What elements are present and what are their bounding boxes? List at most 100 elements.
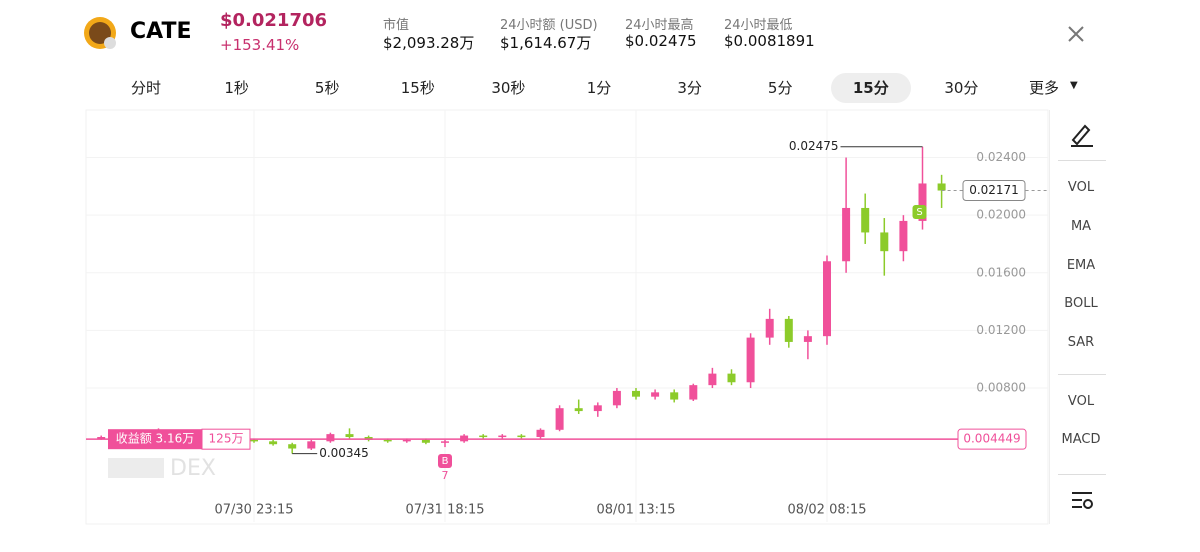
- tab[interactable]: 15分: [830, 73, 911, 103]
- indicator[interactable]: SAR: [1067, 335, 1095, 350]
- tab[interactable]: 1秒: [224, 79, 249, 97]
- candle-body: [307, 441, 316, 449]
- candle-body: [421, 439, 430, 443]
- candle-body: [479, 435, 488, 438]
- candle-body: [670, 392, 679, 400]
- candle-body: [517, 435, 526, 438]
- tab[interactable]: 30分: [944, 79, 979, 97]
- pnl-box: [108, 429, 202, 450]
- stat-value: $2,093.28万: [383, 34, 475, 52]
- close-button[interactable]: [1064, 22, 1088, 46]
- settings[interactable]: [1068, 488, 1096, 512]
- tab[interactable]: 15秒: [400, 79, 435, 97]
- high-label: 0.02475: [789, 139, 839, 153]
- x-tick-label: 08/01 13:15: [596, 503, 675, 518]
- separator: [1058, 160, 1106, 161]
- candle-body: [918, 183, 927, 221]
- x-tick-label: 07/31 18:15: [405, 503, 484, 518]
- entry-price-label: 0.004449: [963, 432, 1020, 446]
- candle-body: [823, 261, 831, 337]
- candle-body: [746, 337, 755, 383]
- candle-body: [727, 373, 736, 383]
- candle-body: [269, 441, 278, 445]
- candle-body: [345, 434, 354, 438]
- buy-marker-box: [438, 454, 452, 468]
- tab[interactable]: 更多: [1028, 79, 1059, 97]
- tab[interactable]: 5分: [767, 79, 793, 97]
- indicator[interactable]: EMA: [1066, 258, 1096, 273]
- candle-body: [689, 385, 698, 400]
- tab[interactable]: 5秒: [314, 79, 340, 97]
- candle-body: [651, 392, 660, 397]
- price: $0.021706: [220, 10, 328, 31]
- candle-body: [574, 408, 583, 412]
- pnl-label: 收益额 3.16万: [116, 432, 195, 446]
- stat-label: 24小时最高: [625, 18, 694, 33]
- candle-body: [593, 405, 602, 412]
- x-tick-label: 08/02 08:15: [787, 503, 866, 518]
- plot-frame: [85, 109, 1049, 525]
- stat-label: 24小时额 (USD): [500, 18, 598, 33]
- candle-body: [803, 336, 812, 342]
- y-tick-label: 0.02400: [976, 150, 1026, 164]
- indicator[interactable]: BOLL: [1064, 296, 1098, 311]
- candle-body: [441, 441, 449, 443]
- divider: [1049, 110, 1050, 524]
- tab[interactable]: 3分: [677, 79, 702, 97]
- buy-marker: B: [442, 456, 449, 467]
- candle-body: [861, 207, 870, 233]
- indicator[interactable]: VOL: [1067, 180, 1095, 195]
- last-price-box: [962, 180, 1026, 202]
- buy-count: 7: [442, 469, 449, 482]
- stat-value: $0.02475: [625, 32, 697, 50]
- candle-body: [536, 429, 545, 438]
- separator: [1058, 374, 1106, 375]
- candle-body: [383, 439, 392, 442]
- sell-marker-box: [912, 205, 927, 219]
- y-tick-label: 0.00800: [976, 381, 1026, 395]
- candle-body: [899, 220, 908, 252]
- separator: [1058, 474, 1106, 475]
- candle-body: [632, 390, 640, 397]
- candle-body: [498, 435, 507, 438]
- x-tick-label: 07/30 23:15: [214, 503, 293, 518]
- candle-body: [326, 434, 335, 442]
- draw-tool[interactable]: [1068, 120, 1096, 148]
- candle-body: [288, 444, 297, 449]
- token-icon: [84, 17, 116, 49]
- y-tick-label: 0.02000: [976, 208, 1026, 222]
- candle-body: [612, 390, 621, 406]
- tab[interactable]: 1分: [586, 79, 612, 97]
- indicator[interactable]: MACD: [1061, 432, 1101, 447]
- tab[interactable]: 30秒: [491, 79, 526, 97]
- size-box: [201, 428, 251, 450]
- dropdown-arrow: ▼: [1070, 80, 1078, 91]
- low-label: 0.00345: [319, 446, 369, 460]
- candle-body: [555, 408, 564, 430]
- candle-body: [842, 207, 851, 262]
- candle-body: [937, 183, 946, 191]
- candle-body: [250, 439, 258, 442]
- size-label: 125万: [209, 432, 244, 446]
- symbol: CATE: [130, 19, 192, 44]
- logo: [108, 458, 164, 478]
- indicator[interactable]: MA: [1070, 219, 1092, 234]
- stat-value: $0.0081891: [724, 32, 815, 50]
- last-price-label: 0.02171: [969, 183, 1019, 197]
- entry-price-box: [957, 428, 1027, 450]
- candle-body: [97, 437, 106, 439]
- candle-body: [708, 373, 717, 386]
- tab[interactable]: 分时: [130, 79, 161, 97]
- y-tick-label: 0.01200: [976, 323, 1026, 337]
- indicator[interactable]: VOL: [1067, 394, 1095, 409]
- candle-body: [402, 439, 411, 442]
- change: +153.41%: [220, 36, 300, 54]
- stat-value: $1,614.67万: [500, 34, 592, 52]
- candle-body: [880, 232, 889, 252]
- stat-label: 市值: [383, 18, 410, 33]
- stat-label: 24小时最低: [724, 18, 793, 33]
- candle-body: [765, 318, 774, 338]
- y-tick-label: 0.01600: [976, 265, 1026, 279]
